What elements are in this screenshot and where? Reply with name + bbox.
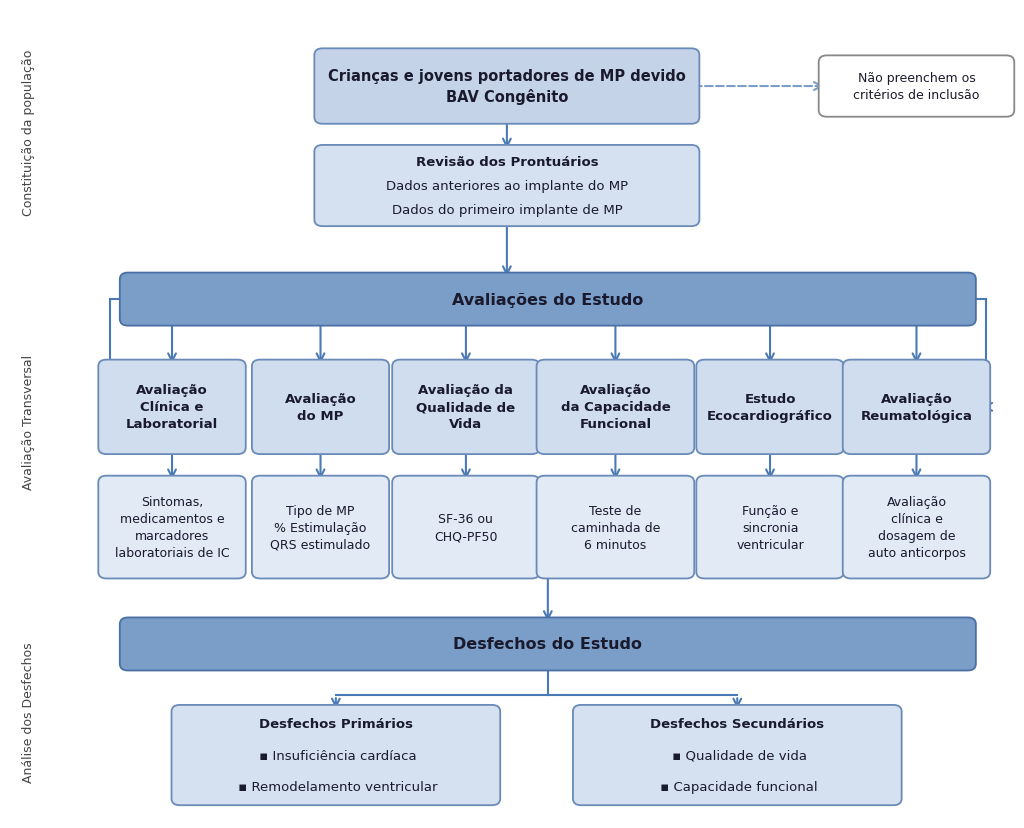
Text: Análise dos Desfechos: Análise dos Desfechos (23, 642, 35, 782)
FancyBboxPatch shape (314, 50, 699, 125)
FancyBboxPatch shape (696, 476, 844, 579)
FancyBboxPatch shape (252, 360, 389, 455)
FancyBboxPatch shape (819, 56, 1014, 118)
Text: Avaliação
Clínica e
Laboratorial: Avaliação Clínica e Laboratorial (126, 384, 218, 431)
FancyBboxPatch shape (98, 360, 246, 455)
Text: SF-36 ou
CHQ-PF50: SF-36 ou CHQ-PF50 (434, 513, 498, 542)
Text: Tipo de MP
% Estimulação
QRS estimulado: Tipo de MP % Estimulação QRS estimulado (270, 504, 371, 551)
Text: Desfechos do Estudo: Desfechos do Estudo (454, 637, 642, 652)
FancyBboxPatch shape (252, 476, 389, 579)
Text: Estudo
Ecocardiográfico: Estudo Ecocardiográfico (708, 392, 833, 422)
Text: Crianças e jovens portadores de MP devido
BAV Congênito: Crianças e jovens portadores de MP devid… (328, 69, 686, 105)
Text: Função e
sincronia
ventricular: Função e sincronia ventricular (736, 504, 804, 551)
FancyBboxPatch shape (392, 476, 540, 579)
FancyBboxPatch shape (537, 360, 694, 455)
FancyBboxPatch shape (537, 476, 694, 579)
Text: ▪ Remodelamento ventricular: ▪ Remodelamento ventricular (234, 780, 437, 793)
FancyBboxPatch shape (98, 476, 246, 579)
Text: Constituição da população: Constituição da população (23, 50, 35, 215)
Text: ▪ Capacidade funcional: ▪ Capacidade funcional (656, 780, 818, 793)
Text: Teste de
caminhada de
6 minutos: Teste de caminhada de 6 minutos (570, 504, 660, 551)
FancyBboxPatch shape (172, 705, 501, 805)
Text: ▪ Qualidade de vida: ▪ Qualidade de vida (668, 749, 807, 762)
Text: Desfechos Secundários: Desfechos Secundários (650, 717, 824, 730)
Text: Avaliação
clínica e
dosagem de
auto anticorpos: Avaliação clínica e dosagem de auto anti… (867, 495, 966, 560)
Text: Avaliação
Reumatológica: Avaliação Reumatológica (860, 392, 973, 422)
FancyBboxPatch shape (392, 360, 540, 455)
FancyBboxPatch shape (120, 273, 976, 326)
Text: ▪ Insuficiência cardíaca: ▪ Insuficiência cardíaca (255, 749, 417, 762)
FancyBboxPatch shape (696, 360, 844, 455)
Text: Não preenchem os
critérios de inclusão: Não preenchem os critérios de inclusão (853, 72, 980, 102)
Text: Dados do primeiro implante de MP: Dados do primeiro implante de MP (391, 205, 623, 217)
Text: Avaliação
da Capacidade
Funcional: Avaliação da Capacidade Funcional (560, 384, 671, 431)
FancyBboxPatch shape (843, 476, 990, 579)
Text: Revisão dos Prontuários: Revisão dos Prontuários (416, 156, 598, 168)
Text: Avaliação da
Qualidade de
Vida: Avaliação da Qualidade de Vida (417, 384, 515, 431)
Text: Dados anteriores ao implante do MP: Dados anteriores ao implante do MP (386, 180, 628, 193)
FancyBboxPatch shape (314, 146, 699, 227)
Text: Avaliações do Estudo: Avaliações do Estudo (453, 292, 643, 307)
FancyBboxPatch shape (120, 618, 976, 671)
Text: Sintomas,
medicamentos e
marcadores
laboratoriais de IC: Sintomas, medicamentos e marcadores labo… (115, 495, 229, 560)
FancyBboxPatch shape (573, 705, 902, 805)
Text: Desfechos Primários: Desfechos Primários (259, 717, 413, 730)
Text: Avaliação Transversal: Avaliação Transversal (23, 355, 35, 489)
Text: Avaliação
do MP: Avaliação do MP (285, 392, 356, 422)
FancyBboxPatch shape (843, 360, 990, 455)
